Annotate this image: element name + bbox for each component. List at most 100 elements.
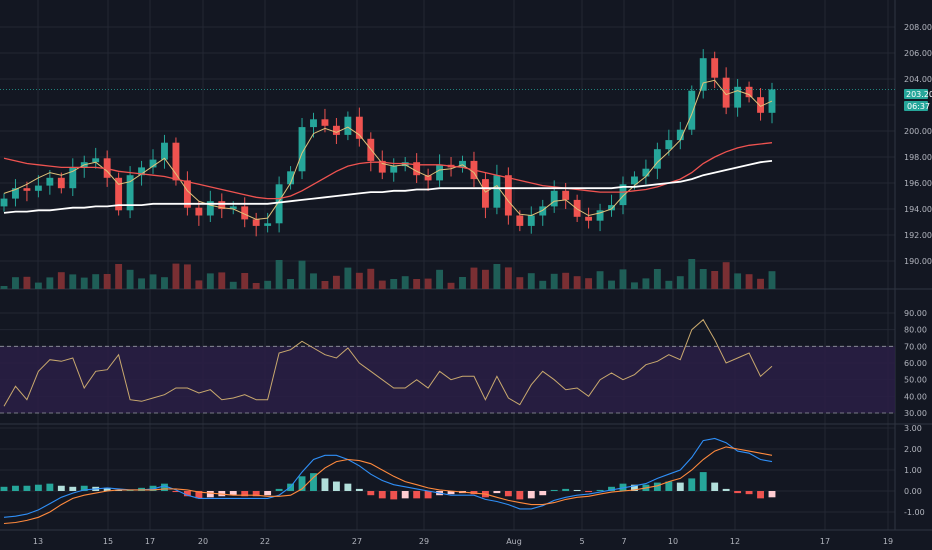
time-tick-label: 19 bbox=[883, 537, 893, 546]
candle bbox=[172, 142, 180, 181]
volume-bar bbox=[310, 273, 317, 289]
macd-histogram-bar bbox=[562, 488, 570, 491]
moving-average-fast bbox=[3, 79, 773, 220]
candle bbox=[161, 142, 168, 160]
macd-histogram-bar bbox=[447, 491, 455, 495]
time-tick-label: 17 bbox=[145, 537, 155, 546]
candle bbox=[539, 206, 547, 216]
price-pane[interactable] bbox=[0, 49, 895, 289]
price-tick-label: 204.00 bbox=[904, 75, 932, 84]
macd-histogram-bar bbox=[241, 491, 249, 497]
volume-bar bbox=[12, 277, 19, 289]
volume-bar bbox=[539, 280, 547, 289]
candle bbox=[321, 119, 329, 126]
price-tick-label: 192.00 bbox=[904, 231, 932, 240]
macd-histogram-bar bbox=[195, 491, 203, 499]
candle bbox=[12, 188, 19, 199]
countdown-label: 06:37 bbox=[907, 102, 930, 111]
macd-histogram-bar bbox=[378, 491, 386, 499]
current-price-label: 203.20 bbox=[906, 90, 932, 99]
macd-histogram-bar bbox=[172, 491, 180, 493]
candle bbox=[459, 160, 466, 168]
macd-histogram-bar bbox=[355, 488, 363, 491]
volume-bar bbox=[332, 275, 340, 289]
macd-tick-label: -1.00 bbox=[904, 508, 925, 517]
volume-bar bbox=[745, 274, 753, 289]
volume-bar bbox=[287, 279, 295, 289]
volume-bar bbox=[34, 282, 42, 289]
candle bbox=[206, 201, 214, 216]
candle bbox=[481, 179, 489, 208]
volume-bar bbox=[459, 277, 466, 289]
macd-histogram-bar bbox=[665, 481, 673, 491]
volume-bar bbox=[115, 264, 123, 289]
candle bbox=[92, 158, 100, 163]
volume-bar bbox=[69, 274, 77, 289]
macd-histogram-bar bbox=[57, 485, 65, 491]
volume-bar bbox=[527, 273, 535, 289]
volume-bar bbox=[298, 260, 306, 289]
volume-bar bbox=[768, 271, 776, 289]
macd-histogram-bar bbox=[367, 491, 375, 496]
macd-histogram-bar bbox=[745, 491, 753, 495]
moving-average-mid bbox=[3, 142, 773, 200]
volume-bar bbox=[183, 264, 191, 289]
macd-histogram-bar bbox=[539, 491, 547, 496]
candle bbox=[493, 175, 501, 208]
price-tick-label: 194.00 bbox=[904, 205, 932, 214]
candle bbox=[298, 127, 306, 172]
price-tick-label: 208.00 bbox=[904, 23, 932, 32]
volume-bar bbox=[80, 277, 88, 289]
time-tick-label: 12 bbox=[730, 537, 740, 546]
volume-bar bbox=[436, 269, 444, 289]
volume-bar bbox=[676, 276, 684, 289]
candle bbox=[138, 167, 145, 176]
candle bbox=[699, 58, 707, 91]
volume-bar bbox=[355, 272, 363, 289]
candle bbox=[573, 199, 581, 217]
candle bbox=[413, 162, 421, 176]
candle bbox=[252, 219, 260, 226]
macd-histogram-bar bbox=[527, 491, 535, 499]
volume-bar bbox=[92, 274, 100, 289]
rsi-tick-label: 40.00 bbox=[904, 392, 927, 401]
volume-bar bbox=[23, 276, 31, 289]
volume-bar bbox=[573, 276, 581, 289]
time-tick-label: 5 bbox=[579, 537, 584, 546]
volume-bar bbox=[401, 276, 409, 289]
candle bbox=[287, 171, 295, 185]
candle bbox=[149, 159, 157, 168]
macd-histogram-bar bbox=[310, 473, 317, 491]
macd-histogram-bar bbox=[103, 487, 111, 491]
macd-histogram-bar bbox=[413, 491, 421, 499]
time-tick-label: 27 bbox=[352, 537, 362, 546]
volume-bar bbox=[206, 273, 214, 289]
volume-bar bbox=[241, 273, 249, 289]
volume-bar bbox=[264, 280, 272, 289]
macd-histogram-bar bbox=[206, 491, 214, 498]
time-axis[interactable]: 13 15 17 20 22 27 29 Aug 5 7 10 12 17 19 bbox=[33, 537, 893, 546]
price-axis[interactable]: 208.00 206.00 204.00 200.00 198.00 196.00 194.… bbox=[904, 23, 932, 517]
macd-histogram-bar bbox=[608, 486, 615, 491]
time-tick-label: Aug bbox=[506, 537, 522, 546]
candle bbox=[516, 215, 524, 226]
volume-bar bbox=[103, 274, 111, 289]
volume-bar bbox=[57, 272, 65, 289]
candle bbox=[745, 86, 753, 98]
macd-pane[interactable] bbox=[0, 437, 776, 525]
candle bbox=[665, 140, 673, 150]
macd-histogram-bar bbox=[619, 483, 627, 491]
macd-tick-label: 2.00 bbox=[904, 445, 922, 454]
candle bbox=[757, 97, 764, 113]
macd-tick-label: 1.00 bbox=[904, 466, 922, 475]
volume-bar bbox=[367, 268, 375, 289]
macd-histogram-bar bbox=[424, 491, 432, 499]
macd-histogram-bar bbox=[401, 491, 409, 499]
rsi-pane[interactable] bbox=[0, 318, 895, 414]
macd-histogram-bar bbox=[126, 489, 134, 491]
time-tick-label: 17 bbox=[820, 537, 830, 546]
macd-histogram-bar bbox=[46, 483, 54, 491]
volume-bar bbox=[275, 260, 283, 289]
